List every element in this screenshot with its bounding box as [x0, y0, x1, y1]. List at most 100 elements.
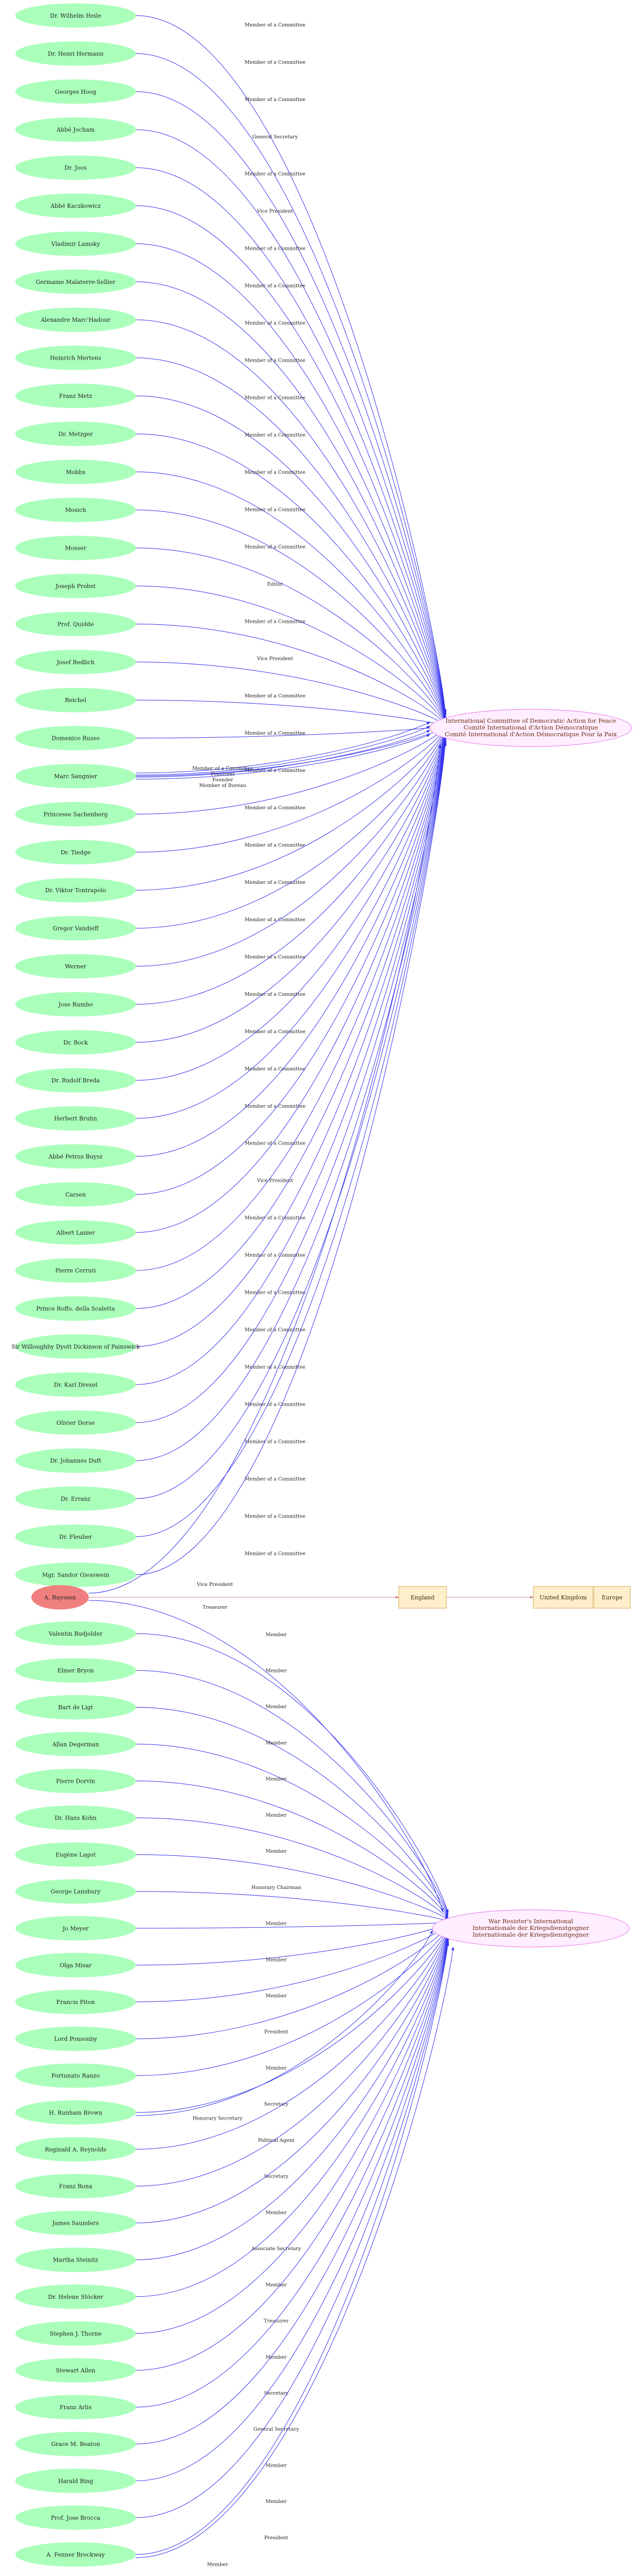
person-node[interactable]: Harald Bing: [15, 2468, 136, 2493]
person-node[interactable]: Mgr. Sandor Giesswein: [15, 1562, 136, 1587]
place-node-england[interactable]: England: [398, 1586, 447, 1609]
person-node[interactable]: Olivier Dorse: [15, 1410, 136, 1435]
person-node[interactable]: Abbé Jocham: [15, 117, 136, 142]
person-node[interactable]: H. Runham Brown: [15, 2100, 136, 2125]
relation-edge: [135, 738, 447, 1347]
person-ellipse: [15, 611, 136, 636]
person-node[interactable]: Dr. Bock: [15, 1030, 136, 1055]
person-node[interactable]: Reginald A. Reynolds: [15, 2137, 136, 2162]
person-node[interactable]: Dr. Hans Kohn: [15, 1806, 136, 1830]
person-node[interactable]: Gregor Vandieff: [15, 916, 136, 941]
person-node[interactable]: Mosich: [15, 497, 136, 522]
person-node[interactable]: Joseph Probst: [15, 574, 136, 598]
person-label: Mobbs: [66, 469, 85, 476]
person-node[interactable]: Dr. Joos: [15, 155, 136, 180]
relation-edge: [135, 739, 447, 1423]
person-node[interactable]: Mosser: [15, 536, 136, 561]
person-node[interactable]: Jose Rumbo: [15, 992, 136, 1017]
person-node[interactable]: Dr. Rudolf Breda: [15, 1068, 136, 1093]
person-node[interactable]: Vladimir Lamsky: [15, 231, 136, 256]
highlight-label: A. Ruyssen: [44, 1594, 76, 1601]
person-node[interactable]: Marc Sangnier: [15, 764, 136, 789]
person-label: Georges Hoog: [55, 89, 96, 95]
person-node[interactable]: Lord Ponsonby: [15, 2026, 136, 2051]
person-node[interactable]: Franz Metz: [15, 383, 136, 408]
person-node[interactable]: Grace M. Beaton: [15, 2431, 136, 2456]
place-node-europe[interactable]: Europe: [593, 1586, 631, 1609]
person-ellipse: [15, 193, 136, 218]
person-ellipse: [15, 1524, 136, 1549]
person-node[interactable]: Dr. Henri Hermann: [15, 41, 136, 66]
person-node[interactable]: Dr. Tiedge: [15, 840, 136, 865]
person-node[interactable]: Carsen: [15, 1182, 136, 1207]
person-node[interactable]: Martha Steinitz: [15, 2248, 136, 2272]
person-label: Olivier Dorse: [56, 1420, 95, 1426]
person-node[interactable]: Eugène Lagot: [15, 1842, 136, 1867]
highlight-person-node[interactable]: A. Ruyssen: [31, 1585, 89, 1610]
person-node[interactable]: Elmer Bryon: [15, 1658, 136, 1683]
person-node[interactable]: A. Fenner Brockway: [15, 2542, 136, 2567]
person-node[interactable]: Alexandre Marc'Hadour: [15, 307, 136, 332]
person-node[interactable]: Werner: [15, 954, 136, 979]
person-node[interactable]: Dr. Karl Drexel: [15, 1372, 136, 1397]
person-ellipse: [15, 650, 136, 675]
person-label: Dr. Tiedge: [61, 849, 91, 856]
person-node[interactable]: Jo Meyer: [15, 1916, 136, 1941]
relation-edge: [135, 742, 447, 1575]
relation-edge: [135, 243, 446, 718]
person-node[interactable]: Franz Rona: [15, 2174, 136, 2198]
org-node-icdap[interactable]: International Committee of Democratic Ac…: [429, 709, 632, 747]
edge-label: Member: [266, 1740, 287, 1746]
org-node-wri[interactable]: War Resister's InternationalInternationa…: [432, 1909, 630, 1948]
person-node[interactable]: Dr. Fleuber: [15, 1524, 136, 1549]
person-ellipse: [15, 1106, 136, 1131]
person-label: H. Runham Brown: [49, 2109, 102, 2116]
person-node[interactable]: Herbert Bruhn: [15, 1106, 136, 1131]
person-node[interactable]: Prince Roffo. della Scaletta: [15, 1296, 136, 1321]
person-node[interactable]: Bart de Ligt: [15, 1695, 136, 1720]
person-node[interactable]: James Saunders: [15, 2211, 136, 2236]
person-node[interactable]: Fortunato Ranzo: [15, 2063, 136, 2088]
person-node[interactable]: Abbé Petrus Buysz: [15, 1144, 136, 1169]
relation-edge: [135, 1936, 449, 2371]
person-node[interactable]: Dr. Viktor Tontrapolo: [15, 878, 136, 903]
person-node[interactable]: Mobbs: [15, 460, 136, 484]
person-node[interactable]: Georges Hoog: [15, 79, 136, 104]
person-node[interactable]: Pierre Cerruti: [15, 1258, 136, 1283]
person-node[interactable]: Dr. Helene Stöcker: [15, 2284, 136, 2309]
person-ellipse: [15, 1953, 136, 1978]
person-node[interactable]: Franz Arlis: [15, 2395, 136, 2420]
person-node[interactable]: Olga Misar: [15, 1953, 136, 1978]
person-node[interactable]: Valentin Budjolder: [15, 1621, 136, 1646]
edge-label: Member of a Committee: [244, 60, 306, 65]
edge-label: Member of a Committee: [244, 1104, 306, 1109]
person-node[interactable]: Stewart Allen: [15, 2358, 136, 2383]
person-node[interactable]: Prof. Quidde: [15, 611, 136, 636]
edge-label: Member of a Committee: [244, 1215, 306, 1221]
person-node[interactable]: Francis Piton: [15, 1990, 136, 2014]
person-node[interactable]: Domenico Russo: [15, 726, 136, 751]
person-node[interactable]: Dr. Wilhelm Heile: [15, 3, 136, 28]
person-ellipse: [15, 1806, 136, 1830]
person-node[interactable]: Stephen J. Thorne: [15, 2321, 136, 2346]
person-label: Francis Piton: [56, 1999, 95, 2006]
person-node[interactable]: Dr. Johannes Duft: [15, 1448, 136, 1473]
person-node[interactable]: Josef Redlich: [15, 650, 136, 675]
person-node[interactable]: Albert Lanier: [15, 1220, 136, 1245]
person-node[interactable]: Prof. Jose Brocca: [15, 2505, 136, 2530]
place-node-united-kingdom[interactable]: United Kingdom: [533, 1586, 593, 1609]
person-node[interactable]: Allan Degerman: [15, 1731, 136, 1756]
relation-edge: [135, 471, 446, 722]
person-node[interactable]: Princesse Sachenberg: [15, 802, 136, 826]
person-node[interactable]: Dr. Metzger: [15, 421, 136, 446]
relation-edge: [135, 734, 430, 780]
person-node[interactable]: Sir Willoughby Dyott Dickinson of Painsw…: [11, 1334, 140, 1359]
person-node[interactable]: Abbé Kaczkowicz: [15, 193, 136, 218]
person-node[interactable]: Reichel: [15, 688, 136, 712]
person-node[interactable]: Heinrich Mertens: [15, 346, 136, 370]
person-node[interactable]: Germaine Malaterre-Sellier: [15, 269, 136, 294]
person-node[interactable]: Dr. Erranz: [15, 1486, 136, 1511]
person-node[interactable]: Pierre Dorvin: [15, 1768, 136, 1793]
person-label: Albert Lanier: [56, 1229, 95, 1236]
person-node[interactable]: George Lansbury: [15, 1879, 136, 1904]
